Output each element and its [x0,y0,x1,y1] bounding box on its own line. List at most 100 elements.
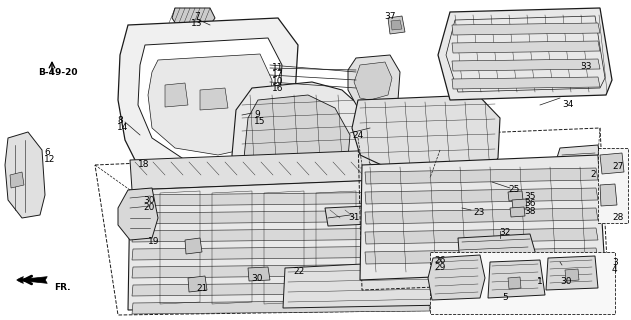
Polygon shape [360,155,605,280]
Polygon shape [458,234,538,266]
Polygon shape [452,77,600,89]
Polygon shape [348,55,400,110]
Polygon shape [200,88,228,110]
Polygon shape [132,264,430,278]
Polygon shape [248,267,270,281]
Text: 7: 7 [194,12,200,21]
Text: 30: 30 [251,274,262,283]
Text: 20: 20 [143,203,155,212]
Polygon shape [490,178,524,200]
Polygon shape [132,192,430,206]
Polygon shape [508,277,521,289]
Text: 4: 4 [612,265,618,274]
Text: 27: 27 [612,162,623,171]
Polygon shape [118,18,298,205]
Text: 2: 2 [590,170,596,179]
Text: 13: 13 [191,19,203,28]
Polygon shape [244,95,350,215]
Text: 33: 33 [580,62,591,71]
Text: 24: 24 [352,131,363,140]
Text: 1: 1 [537,277,543,286]
Text: 12: 12 [44,155,56,164]
Text: 26: 26 [434,256,445,265]
Polygon shape [391,20,402,30]
Text: 34: 34 [562,100,574,109]
Polygon shape [546,256,598,290]
Polygon shape [365,208,598,224]
Polygon shape [508,259,527,284]
Text: 9: 9 [254,110,260,119]
Polygon shape [185,238,202,254]
Text: 8: 8 [117,116,123,125]
Polygon shape [283,260,448,308]
Text: 3: 3 [612,258,618,267]
Polygon shape [388,16,405,34]
Text: 29: 29 [434,263,445,272]
Polygon shape [148,54,272,155]
Polygon shape [365,188,598,204]
Text: 25: 25 [508,185,519,194]
Text: 18: 18 [138,160,150,169]
Polygon shape [438,8,612,100]
Text: 11: 11 [272,63,283,72]
Polygon shape [130,148,440,190]
Polygon shape [172,8,215,30]
Text: 38: 38 [524,207,536,216]
Polygon shape [5,132,45,218]
Text: FR.: FR. [54,283,71,292]
Polygon shape [488,260,545,298]
Text: 17: 17 [272,70,283,79]
Polygon shape [354,62,392,100]
Text: 16: 16 [272,84,283,93]
Polygon shape [600,184,617,206]
Text: 22: 22 [293,267,304,276]
Polygon shape [128,178,445,310]
Polygon shape [452,23,600,35]
Polygon shape [600,153,624,174]
Polygon shape [510,207,525,217]
Polygon shape [132,300,430,314]
Text: 21: 21 [196,284,208,293]
Text: 10: 10 [272,77,283,86]
Text: 23: 23 [473,208,485,217]
Polygon shape [325,202,455,226]
Polygon shape [508,191,523,201]
Text: 30: 30 [560,277,572,286]
Polygon shape [132,210,430,224]
Polygon shape [132,228,430,242]
Polygon shape [462,262,482,287]
Text: 14: 14 [117,123,128,132]
Polygon shape [452,41,600,53]
Polygon shape [165,83,188,107]
Polygon shape [452,59,600,71]
Text: 36: 36 [524,199,536,208]
Polygon shape [352,95,500,178]
Text: 28: 28 [612,213,623,222]
Polygon shape [458,200,494,220]
Text: B-49-20: B-49-20 [38,68,78,77]
Polygon shape [138,38,282,168]
Text: 35: 35 [524,192,536,201]
Polygon shape [550,145,605,212]
Polygon shape [512,199,527,209]
Polygon shape [365,168,598,184]
Text: 5: 5 [502,293,508,302]
Text: 15: 15 [254,117,266,126]
Polygon shape [565,269,579,281]
Text: 31: 31 [348,213,360,222]
Polygon shape [428,255,485,300]
Polygon shape [232,82,368,230]
Text: 6: 6 [44,148,50,157]
Polygon shape [132,246,430,260]
Polygon shape [118,188,158,240]
Bar [430,252,615,314]
Text: 30: 30 [143,196,155,205]
Polygon shape [10,172,24,188]
Polygon shape [188,276,207,292]
Text: 19: 19 [148,237,160,246]
Text: 37: 37 [384,12,396,21]
Polygon shape [132,282,430,296]
Polygon shape [365,228,598,244]
Bar [598,148,628,223]
Polygon shape [365,248,598,264]
